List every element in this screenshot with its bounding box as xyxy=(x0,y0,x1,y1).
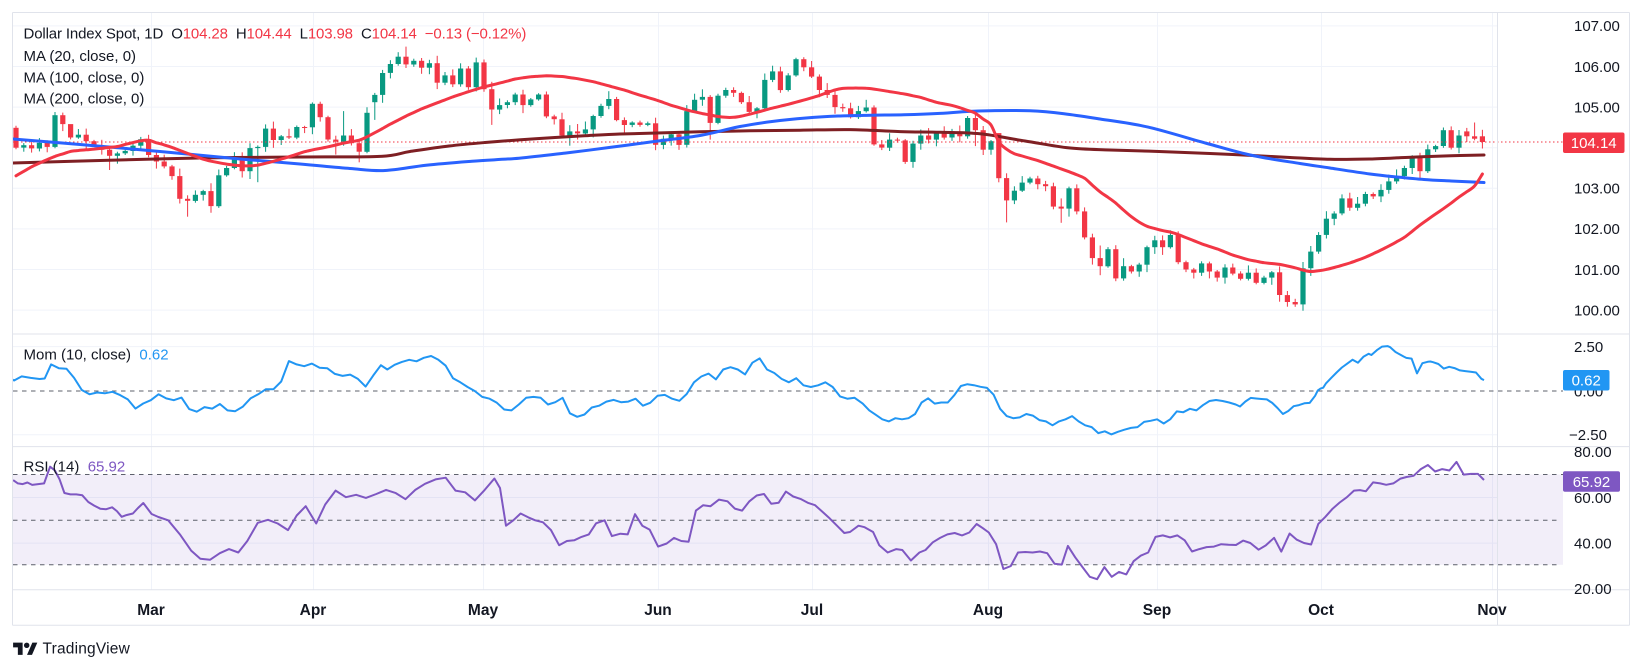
svg-text:MA (20, close, 0): MA (20, close, 0) xyxy=(24,48,137,65)
svg-text:102.00: 102.00 xyxy=(1574,221,1620,238)
svg-text:0.62: 0.62 xyxy=(1572,373,1601,390)
svg-text:RSI (14) 65.92: RSI (14) 65.92 xyxy=(24,459,126,476)
svg-text:2.50: 2.50 xyxy=(1574,339,1603,356)
svg-text:107.00: 107.00 xyxy=(1574,18,1620,35)
svg-text:106.00: 106.00 xyxy=(1574,59,1620,76)
svg-text:Nov: Nov xyxy=(1477,602,1507,619)
svg-text:Jun: Jun xyxy=(644,602,672,619)
svg-text:40.00: 40.00 xyxy=(1574,535,1612,552)
svg-text:−2.50: −2.50 xyxy=(1569,427,1607,444)
svg-text:Sep: Sep xyxy=(1143,602,1171,619)
svg-text:60.00: 60.00 xyxy=(1574,490,1612,507)
svg-text:Dollar Index Spot, 1D O104.28: Dollar Index Spot, 1D O104.28 H104.44 L1… xyxy=(24,25,527,42)
svg-text:MA (100, close, 0): MA (100, close, 0) xyxy=(24,69,145,86)
svg-text:105.00: 105.00 xyxy=(1574,99,1620,116)
svg-text:MA (200, close, 0): MA (200, close, 0) xyxy=(24,90,145,107)
svg-text:101.00: 101.00 xyxy=(1574,262,1620,279)
svg-text:Oct: Oct xyxy=(1308,602,1334,619)
svg-text:TradingView: TradingView xyxy=(43,641,131,658)
svg-text:May: May xyxy=(468,602,499,619)
svg-text:20.00: 20.00 xyxy=(1574,581,1612,598)
svg-text:100.00: 100.00 xyxy=(1574,302,1620,319)
svg-text:80.00: 80.00 xyxy=(1574,444,1612,461)
svg-text:Apr: Apr xyxy=(300,602,327,619)
svg-text:104.14: 104.14 xyxy=(1571,135,1617,152)
svg-text:Aug: Aug xyxy=(973,602,1003,619)
svg-text:65.92: 65.92 xyxy=(1573,474,1611,491)
svg-text:Mar: Mar xyxy=(137,602,165,619)
svg-text:103.00: 103.00 xyxy=(1574,181,1620,198)
svg-text:Mom (10, close) 0.62: Mom (10, close) 0.62 xyxy=(24,347,169,364)
svg-text:Jul: Jul xyxy=(801,602,823,619)
